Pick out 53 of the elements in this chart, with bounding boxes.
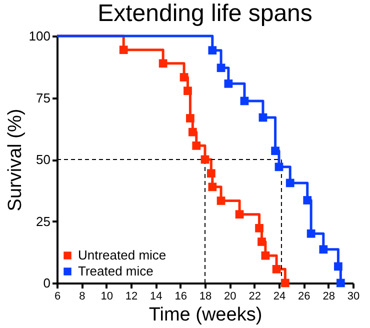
y-tick-label: 0 [43, 276, 50, 290]
point [216, 64, 226, 72]
point [186, 114, 194, 122]
x-tick-label: 30 [347, 290, 360, 302]
legend-label: Treated mice [78, 264, 154, 278]
point [286, 178, 294, 188]
point [319, 245, 328, 254]
point [224, 79, 233, 88]
x-tick-label: 14 [150, 290, 162, 302]
x-tick-label: 12 [125, 290, 138, 302]
x-axis-title: Time (weeks) [148, 304, 262, 326]
x-tick-label: 28 [322, 290, 335, 302]
x-tick-label: 8 [79, 290, 86, 302]
point [271, 146, 280, 156]
point [180, 73, 188, 82]
x-tick-label: 16 [174, 290, 187, 302]
point [336, 278, 345, 288]
point [192, 141, 201, 150]
point [158, 59, 168, 68]
point [119, 46, 128, 54]
x-tick-label: 18 [199, 290, 212, 302]
point [280, 278, 290, 288]
x-tick-label: 26 [298, 290, 310, 302]
point [200, 155, 210, 164]
point [184, 86, 192, 96]
y-tick-label: 50 [36, 152, 50, 167]
y-tick-label: 100 [28, 28, 50, 44]
point [303, 196, 312, 204]
y-tick-label: 75 [36, 90, 50, 106]
y-axis-title: Survival (%) [4, 108, 26, 212]
point [240, 96, 249, 106]
point [272, 264, 281, 274]
point [258, 238, 266, 246]
x-tick-label: 10 [100, 290, 113, 302]
point [258, 113, 268, 122]
point [188, 128, 197, 136]
point [274, 162, 284, 172]
point [216, 196, 226, 205]
point [255, 224, 264, 232]
x-tick-label: 20 [224, 290, 236, 302]
legend-label: Untreated mice [78, 248, 166, 262]
point [206, 169, 216, 178]
point [208, 46, 217, 55]
point [261, 251, 270, 260]
point [334, 262, 342, 271]
y-tick-label: 25 [36, 214, 50, 229]
point [235, 210, 244, 219]
x-tick-label: 6 [54, 290, 61, 302]
point [208, 182, 217, 192]
x-tick-label: 22 [248, 290, 261, 302]
point [306, 229, 316, 238]
x-tick-label: 24 [273, 290, 286, 302]
chart-title: Extending life spans [98, 0, 312, 27]
